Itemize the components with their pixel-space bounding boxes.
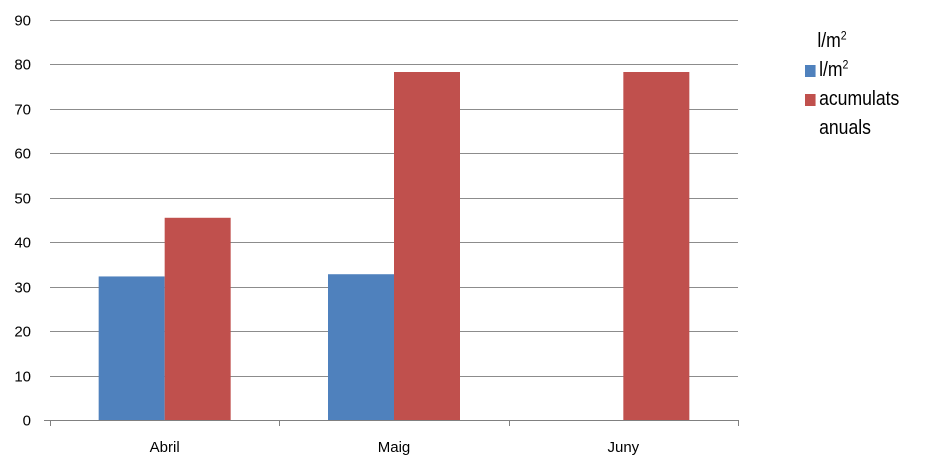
legend-label-series-2: acumulats anuals (819, 88, 900, 139)
legend-swatch-blue (805, 65, 816, 77)
y-tick-label-30: 30 (14, 280, 31, 297)
legend-title: l/m2 (817, 28, 847, 52)
legend: l/m2 l/m2 acumulats anuals (805, 27, 911, 143)
y-axis-tick-labels: 0 10 20 30 40 50 60 70 80 90 (14, 13, 31, 430)
y-tick-label-80: 80 (14, 57, 31, 74)
y-tick-label-50: 50 (14, 191, 31, 208)
y-tick-label-60: 60 (14, 146, 31, 163)
bar-juny-series-2 (623, 72, 690, 420)
x-category-label-juny: Juny (607, 439, 639, 456)
legend-entry-series-2: acumulats anuals (805, 85, 911, 143)
y-tick-label-20: 20 (14, 324, 31, 341)
y-tick-label-10: 10 (14, 369, 31, 386)
legend-swatch-red (805, 94, 816, 106)
x-category-label-maig: Maig (378, 439, 411, 456)
x-axis-category-labels: Abril Maig Juny (150, 439, 640, 456)
y-tick-label-90: 90 (14, 13, 31, 30)
x-category-label-abril: Abril (150, 439, 180, 456)
bar-maig-series-1 (328, 274, 394, 420)
legend-label-series-1: l/m2 (819, 57, 849, 81)
y-tick-label-40: 40 (14, 235, 31, 252)
bar-abril-series-1 (98, 276, 165, 420)
bars (98, 72, 690, 420)
bar-maig-series-2 (394, 72, 460, 420)
x-axis (44, 420, 739, 426)
legend-entry-series-1: l/m2 (805, 56, 911, 85)
y-tick-label-70: 70 (14, 102, 31, 119)
y-tick-label-0: 0 (23, 413, 31, 430)
bar-abril-series-2 (164, 217, 231, 420)
